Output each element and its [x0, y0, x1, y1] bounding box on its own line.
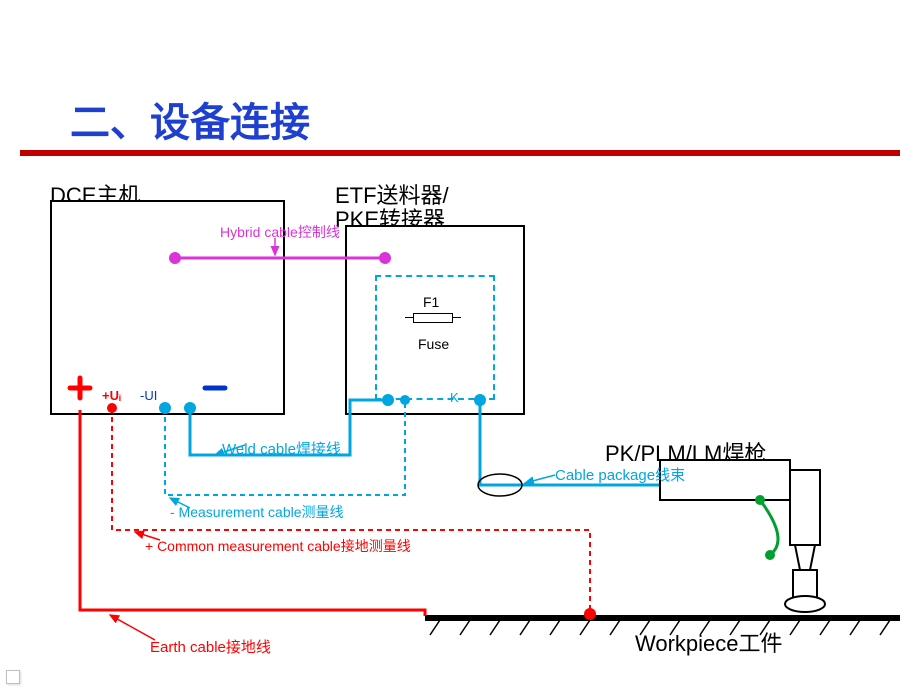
meas-pos-label: + Common measurement cable接地测量线 [145, 536, 411, 556]
weld-label: Weld cable焊接线 [222, 438, 341, 459]
workpiece-label: Workpiece工件 [635, 626, 783, 658]
plus-u-label: +Uᵢ [102, 388, 121, 403]
meas-neg-label: - Measurement cable测量线 [170, 502, 344, 522]
earth-label: Earth cable接地线 [150, 636, 271, 657]
minus-u-label: -UI [140, 388, 157, 403]
pkg-label: Cable package线束 [555, 464, 685, 485]
hybrid-label: Hybrid cable控制线 [220, 222, 340, 242]
wiring-canvas [0, 0, 920, 690]
corner-decoration [6, 670, 20, 684]
